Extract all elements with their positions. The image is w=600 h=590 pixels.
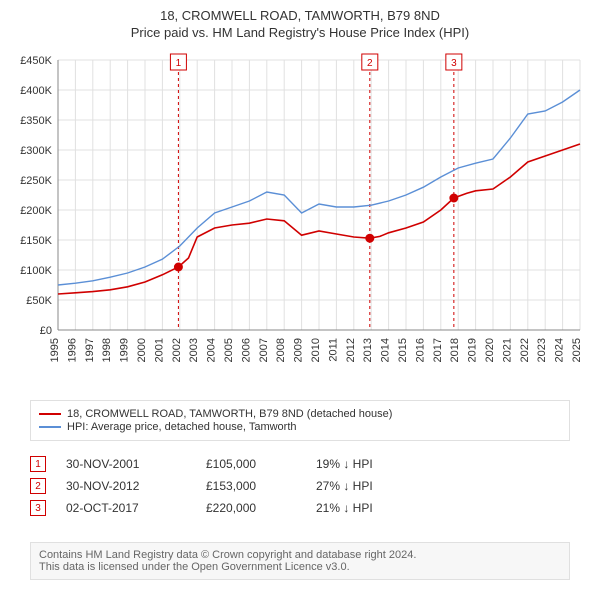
svg-text:£400K: £400K <box>20 85 52 97</box>
svg-text:1998: 1998 <box>101 338 113 362</box>
svg-text:1995: 1995 <box>49 338 61 362</box>
svg-text:3: 3 <box>451 58 457 69</box>
legend-box: 18, CROMWELL ROAD, TAMWORTH, B79 8ND (de… <box>30 400 570 441</box>
svg-text:2012: 2012 <box>345 338 357 362</box>
svg-text:1: 1 <box>176 58 182 69</box>
svg-text:2002: 2002 <box>171 338 183 362</box>
legend-item-hpi: HPI: Average price, detached house, Tamw… <box>39 421 561 433</box>
svg-text:£450K: £450K <box>20 55 52 67</box>
chart-container: 18, CROMWELL ROAD, TAMWORTH, B79 8ND Pri… <box>0 0 600 590</box>
svg-text:2000: 2000 <box>136 338 148 362</box>
svg-text:1996: 1996 <box>66 338 78 362</box>
svg-text:£300K: £300K <box>20 145 52 157</box>
sale-row-3: 3 02-OCT-2017 £220,000 21% ↓ HPI <box>30 500 570 516</box>
footer-attribution: Contains HM Land Registry data © Crown c… <box>30 542 570 580</box>
svg-text:2017: 2017 <box>432 338 444 362</box>
svg-text:2022: 2022 <box>519 338 531 362</box>
svg-text:£0: £0 <box>40 325 52 337</box>
svg-text:2025: 2025 <box>571 338 583 362</box>
svg-text:£50K: £50K <box>26 295 52 307</box>
svg-text:2020: 2020 <box>484 338 496 362</box>
svg-text:£350K: £350K <box>20 115 52 127</box>
sale-diff-2: 27% ↓ HPI <box>316 479 426 493</box>
sale-marker-3: 3 <box>30 500 46 516</box>
svg-text:2013: 2013 <box>362 338 374 362</box>
svg-text:2008: 2008 <box>275 338 287 362</box>
svg-text:2: 2 <box>367 58 373 69</box>
title-block: 18, CROMWELL ROAD, TAMWORTH, B79 8ND Pri… <box>0 0 600 44</box>
legend-item-property: 18, CROMWELL ROAD, TAMWORTH, B79 8ND (de… <box>39 408 561 420</box>
svg-text:£150K: £150K <box>20 235 52 247</box>
svg-text:1997: 1997 <box>84 338 96 362</box>
sale-price-1: £105,000 <box>206 457 296 471</box>
svg-text:2023: 2023 <box>536 338 548 362</box>
svg-text:2007: 2007 <box>258 338 270 362</box>
sale-diff-1: 19% ↓ HPI <box>316 457 426 471</box>
title-address: 18, CROMWELL ROAD, TAMWORTH, B79 8ND <box>0 8 600 23</box>
legend-label-hpi: HPI: Average price, detached house, Tamw… <box>67 421 297 433</box>
svg-text:£250K: £250K <box>20 175 52 187</box>
title-subtitle: Price paid vs. HM Land Registry's House … <box>0 25 600 40</box>
sale-price-2: £153,000 <box>206 479 296 493</box>
svg-text:2018: 2018 <box>449 338 461 362</box>
sale-price-3: £220,000 <box>206 501 296 515</box>
legend-swatch-hpi <box>39 426 61 428</box>
sale-date-2: 30-NOV-2012 <box>66 479 186 493</box>
svg-text:2011: 2011 <box>327 338 339 362</box>
svg-text:2024: 2024 <box>554 338 566 362</box>
svg-text:1999: 1999 <box>119 338 131 362</box>
sale-row-2: 2 30-NOV-2012 £153,000 27% ↓ HPI <box>30 478 570 494</box>
legend-swatch-property <box>39 413 61 415</box>
svg-text:2019: 2019 <box>467 338 479 362</box>
svg-text:2014: 2014 <box>380 338 392 362</box>
svg-text:2005: 2005 <box>223 338 235 362</box>
sale-marker-1: 1 <box>30 456 46 472</box>
sale-marker-2: 2 <box>30 478 46 494</box>
svg-text:2021: 2021 <box>501 338 513 362</box>
chart-area: £0 £50K £100K £150K £200K £250K £300K £350K £400… <box>10 50 590 390</box>
svg-text:£100K: £100K <box>20 265 52 277</box>
footer-line2: This data is licensed under the Open Gov… <box>39 561 561 573</box>
svg-text:2015: 2015 <box>397 338 409 362</box>
svg-text:2003: 2003 <box>188 338 200 362</box>
footer-line1: Contains HM Land Registry data © Crown c… <box>39 549 561 561</box>
svg-text:2004: 2004 <box>206 338 218 362</box>
svg-text:2016: 2016 <box>414 338 426 362</box>
svg-text:2009: 2009 <box>293 338 305 362</box>
svg-text:£200K: £200K <box>20 205 52 217</box>
chart-svg: £0 £50K £100K £150K £200K £250K £300K £350K £400… <box>10 50 590 390</box>
sales-table: 1 30-NOV-2001 £105,000 19% ↓ HPI 2 30-NO… <box>30 450 570 522</box>
svg-text:2006: 2006 <box>240 338 252 362</box>
legend-label-property: 18, CROMWELL ROAD, TAMWORTH, B79 8ND (de… <box>67 408 392 420</box>
sale-date-1: 30-NOV-2001 <box>66 457 186 471</box>
sale-date-3: 02-OCT-2017 <box>66 501 186 515</box>
sale-diff-3: 21% ↓ HPI <box>316 501 426 515</box>
svg-text:2010: 2010 <box>310 338 322 362</box>
sale-row-1: 1 30-NOV-2001 £105,000 19% ↓ HPI <box>30 456 570 472</box>
svg-text:2001: 2001 <box>153 338 165 362</box>
